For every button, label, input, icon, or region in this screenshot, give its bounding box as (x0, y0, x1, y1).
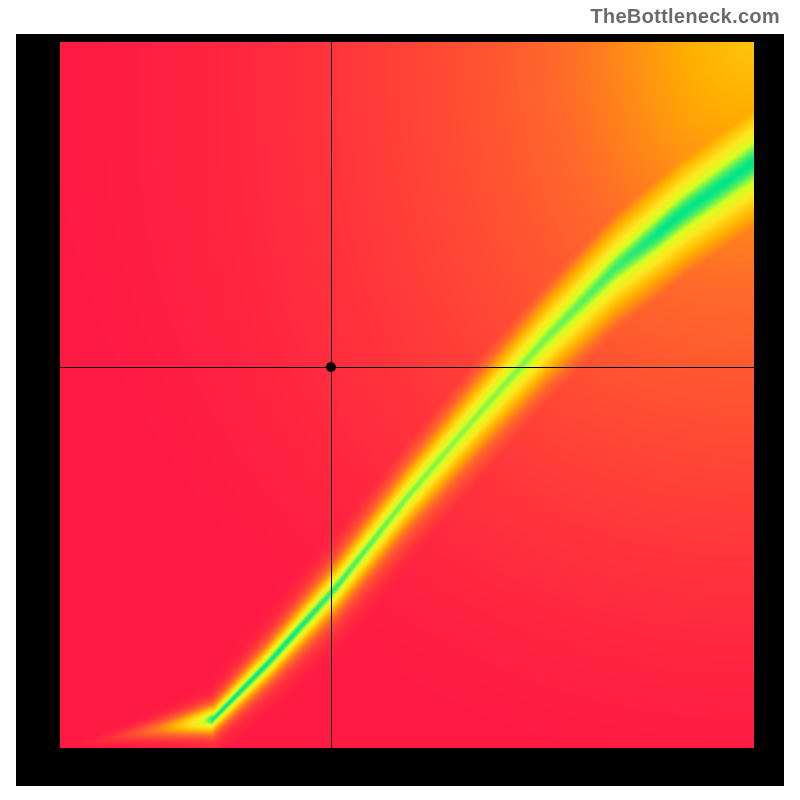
crosshair-horizontal (60, 367, 754, 368)
marker-dot (326, 362, 336, 372)
crosshair-vertical (331, 42, 332, 748)
chart-frame (16, 34, 784, 786)
heatmap-canvas (60, 42, 754, 748)
watermark-text: TheBottleneck.com (590, 6, 780, 29)
plot-area (60, 42, 754, 748)
